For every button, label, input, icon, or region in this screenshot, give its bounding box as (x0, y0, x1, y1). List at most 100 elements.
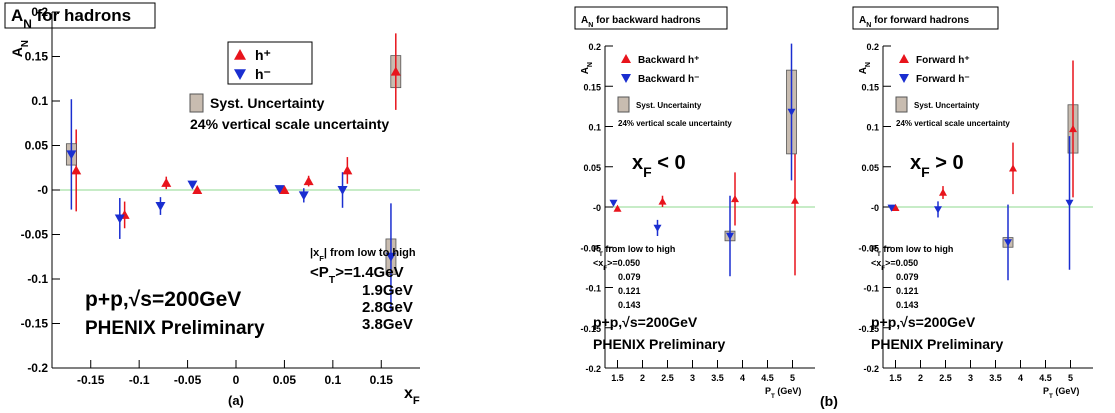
data-point (1009, 164, 1017, 172)
y-axis-label-part: N (865, 62, 872, 67)
annotation-part: >=0.050 (607, 258, 640, 268)
annotation: 1.9GeV (362, 282, 413, 299)
legend-label: h⁻ (255, 66, 271, 82)
annotation-part: PHENIX Preliminary (85, 318, 265, 339)
syst-legend-box (189, 93, 204, 113)
x-tick-label: 4 (740, 373, 745, 383)
annotation: 0.121 (618, 286, 641, 296)
x-tick-label: 0.1 (324, 373, 341, 387)
annotation-part: x (632, 152, 643, 174)
annotation-part: from low to high (603, 244, 676, 254)
legend-marker (899, 74, 909, 83)
x-axis-label-part: P (765, 386, 771, 396)
y-tick-label: -0.05 (580, 243, 601, 253)
annotation-part: F (921, 164, 930, 180)
annotation: PHENIX Preliminary (593, 336, 725, 352)
annotation: Syst. Uncertainty (914, 101, 980, 110)
data-point (114, 214, 125, 224)
legend-label: Backward h⁺ (638, 55, 699, 66)
legend-label: h⁺ (255, 47, 271, 63)
x-tick-label: 4 (1018, 373, 1023, 383)
data-point (337, 186, 348, 195)
annotation: <xF>=0.050 (593, 258, 640, 272)
annotation: PT from low to high (593, 244, 675, 258)
y-tick-label: 0.05 (583, 163, 601, 173)
annotation: (a) (228, 393, 244, 408)
data-point (298, 191, 309, 201)
x-tick-label: 0 (233, 373, 240, 387)
annotation: p+p,√s=200GeV (85, 288, 241, 311)
chart-title-part: for forward hadrons (871, 15, 969, 26)
x-tick-label: 2.5 (939, 373, 952, 383)
y-tick-label: -0.2 (27, 361, 48, 375)
annotation-part: T (877, 251, 881, 258)
annotation: 24% vertical scale uncertainty (618, 119, 732, 128)
annotation-part: <x (871, 258, 881, 268)
data-point (385, 252, 396, 262)
data-point (274, 185, 285, 195)
annotation: xF > 0 (910, 152, 964, 180)
annotation: 0.143 (618, 300, 641, 310)
x-tick-label: 4.5 (1039, 373, 1052, 383)
chart-title: AN for hadrons (11, 6, 131, 31)
y-tick-label: -0.05 (858, 243, 879, 253)
y-axis-label: AN (9, 40, 31, 57)
chart-title-part: A (581, 15, 588, 26)
syst-legend-box (895, 96, 908, 113)
y-tick-label: -0.1 (863, 284, 879, 294)
annotation-part: Syst. Uncertainty (210, 95, 325, 111)
annotation-part: 24% vertical scale uncertainty (896, 119, 1010, 128)
y-tick-label: -0.1 (585, 284, 601, 294)
data-point (71, 165, 82, 175)
annotation-part: | from low to high (324, 247, 416, 259)
annotation-part: F (643, 164, 652, 180)
annotation: 24% vertical scale uncertainty (190, 116, 389, 132)
y-tick-label: -0.15 (858, 324, 879, 334)
y-axis-label-part: N (20, 40, 31, 47)
y-tick-label: -0.2 (585, 364, 601, 374)
x-axis-label-part: T (771, 393, 775, 400)
data-point (155, 202, 166, 212)
annotation: <xF>=0.050 (871, 258, 918, 272)
y-tick-label: 0.15 (861, 82, 879, 92)
annotation-part: F (603, 265, 607, 272)
annotation: 0.143 (896, 300, 919, 310)
annotation-part: 3.8GeV (362, 316, 413, 333)
annotation-part: <P (310, 264, 329, 281)
chart-title: AN for forward hadrons (859, 15, 970, 29)
x-tick-label: 2 (640, 373, 645, 383)
y-axis-label-part: A (580, 67, 591, 74)
x-axis-label-part: (GeV) (775, 386, 802, 396)
data-point (279, 185, 290, 194)
y-tick-label: -0.1 (27, 272, 48, 286)
annotation-part: (a) (228, 393, 244, 408)
annotation-part: 2.8GeV (362, 299, 413, 316)
annotation: p+p,√s=200GeV (871, 314, 976, 330)
y-axis-label-part: A (9, 47, 25, 57)
legend-label: Backward h⁻ (638, 74, 699, 85)
data-point (726, 232, 734, 240)
annotation-part: 0.143 (618, 300, 641, 310)
annotation: p+p,√s=200GeV (593, 314, 698, 330)
annotation: PHENIX Preliminary (871, 336, 1003, 352)
annotation-part: F (319, 254, 324, 263)
annotation-part: Syst. Uncertainty (914, 101, 980, 110)
legend-marker (234, 69, 246, 80)
annotation-part: PHENIX Preliminary (871, 336, 1003, 352)
legend-marker (621, 54, 631, 63)
annotation-part: >=1.4GeV (335, 264, 403, 281)
annotation-part: <x (593, 258, 603, 268)
x-axis-label-part: x (404, 385, 413, 402)
data-point (939, 188, 947, 196)
y-tick-label: 0.05 (861, 163, 879, 173)
x-tick-label: 3.5 (989, 373, 1002, 383)
y-tick-label: -0.15 (580, 324, 601, 334)
annotation: Syst. Uncertainty (210, 95, 325, 111)
x-tick-label: 3.5 (711, 373, 724, 383)
annotation-part: Syst. Uncertainty (636, 101, 702, 110)
annotation: (b) (820, 393, 838, 409)
x-axis-label-part: T (1049, 393, 1053, 400)
annotation-part: (b) (820, 393, 838, 409)
y-axis-label-part: A (858, 67, 869, 74)
